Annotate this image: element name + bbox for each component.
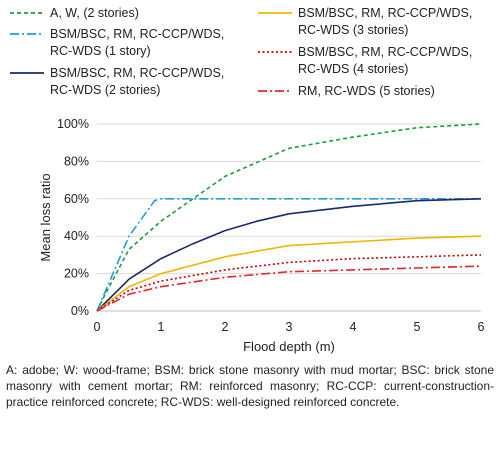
x-tick-label: 6 [478, 320, 485, 334]
x-tick-label: 4 [350, 320, 357, 334]
y-tick-label: 100% [57, 117, 89, 131]
legend-label: BSM/BSC, RM, RC-CCP/WDS, [50, 27, 224, 41]
series-line-2 [96, 198, 481, 312]
x-tick-label: 3 [286, 320, 293, 334]
legend-label: A, W, (2 stories) [50, 6, 139, 20]
chart-footnote: A: adobe; W: wood-frame; BSM: brick ston… [6, 363, 494, 409]
legend-label: RC-WDS (3 stories) [298, 23, 408, 37]
series-line-4 [96, 235, 482, 312]
y-axis-label: Mean loss ratio [38, 173, 53, 261]
legend-label: RC-WDS (2 stories) [50, 83, 160, 97]
flood-loss-chart: 0% 20% 40% 60% 80% 100% 0 1 2 3 4 5 6 Flood depth (m)… [10, 6, 485, 354]
series-line-3 [96, 198, 482, 312]
legend-label: RM, RC-WDS (5 stories) [298, 84, 435, 98]
legend-label: BSM/BSC, RM, RC-CCP/WDS, [50, 66, 224, 80]
y-tick-label: 80% [64, 154, 89, 168]
x-tick-label: 2 [222, 320, 229, 334]
x-tick-label: 1 [158, 320, 165, 334]
x-tick-label: 5 [414, 320, 421, 334]
y-tick-label: 20% [64, 267, 89, 281]
series-line-1 [96, 123, 482, 312]
y-tick-label: 40% [64, 229, 89, 243]
legend-label: RC-WDS (1 story) [50, 44, 151, 58]
legend-label: BSM/BSC, RM, RC-CCP/WDS, [298, 6, 472, 20]
series-line-6 [96, 265, 482, 312]
legend-label: RC-WDS (4 stories) [298, 62, 408, 76]
y-tick-label: 0% [71, 304, 89, 318]
y-tick-label: 60% [64, 192, 89, 206]
x-axis-label: Flood depth (m) [243, 339, 335, 354]
x-tick-label: 0 [94, 320, 101, 334]
legend-label: BSM/BSC, RM, RC-CCP/WDS, [298, 45, 472, 59]
